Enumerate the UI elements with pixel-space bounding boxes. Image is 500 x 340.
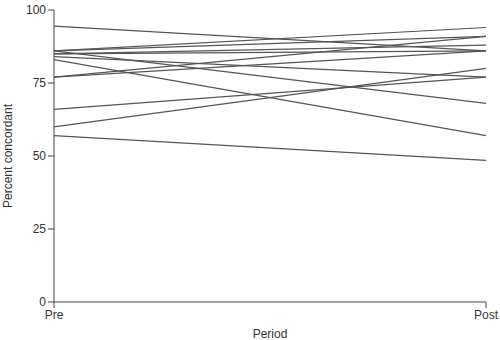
svg-text:75: 75 <box>33 76 47 90</box>
svg-text:0: 0 <box>39 295 46 309</box>
svg-text:Pre: Pre <box>45 308 64 322</box>
svg-text:50: 50 <box>33 149 47 163</box>
svg-text:Post: Post <box>474 308 492 322</box>
svg-text:Percent concordant: Percent concordant <box>8 103 15 208</box>
svg-text:25: 25 <box>33 222 47 236</box>
svg-text:100: 100 <box>26 3 46 17</box>
svg-text:Period: Period <box>253 327 288 340</box>
